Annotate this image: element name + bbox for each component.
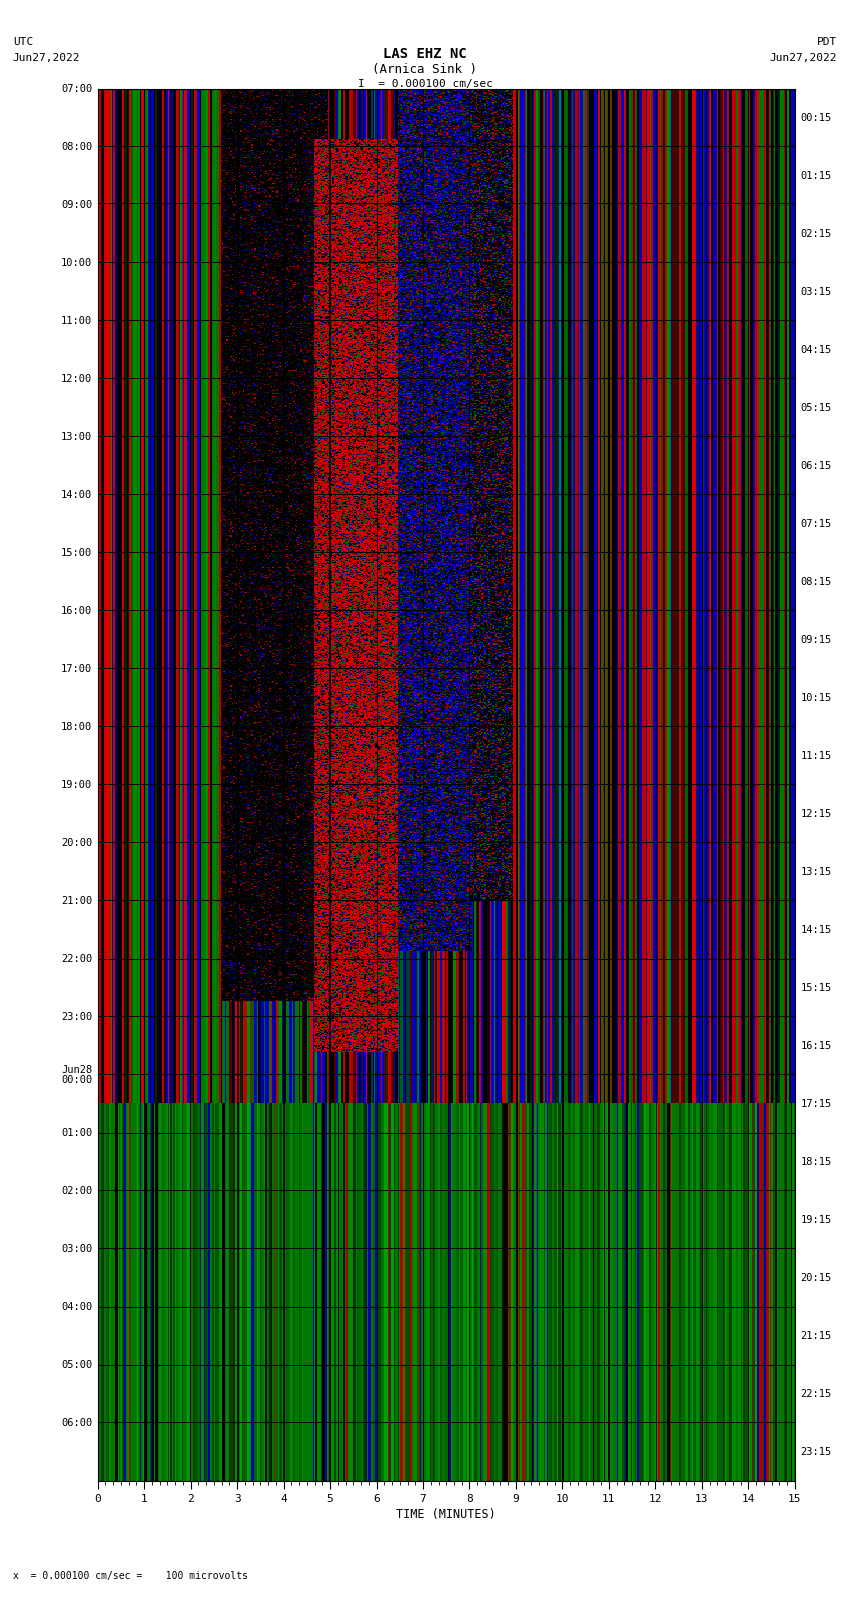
Text: 20:00: 20:00 xyxy=(61,837,92,848)
Text: 11:15: 11:15 xyxy=(801,750,831,761)
Text: 23:15: 23:15 xyxy=(801,1447,831,1457)
Text: 23:00: 23:00 xyxy=(61,1011,92,1021)
Text: 22:00: 22:00 xyxy=(61,953,92,963)
X-axis label: TIME (MINUTES): TIME (MINUTES) xyxy=(396,1508,496,1521)
Text: 03:15: 03:15 xyxy=(801,287,831,297)
Text: 19:00: 19:00 xyxy=(61,779,92,790)
Text: PDT: PDT xyxy=(817,37,837,47)
Text: 13:15: 13:15 xyxy=(801,866,831,877)
Text: 04:15: 04:15 xyxy=(801,345,831,355)
Text: LAS EHZ NC: LAS EHZ NC xyxy=(383,47,467,61)
Text: 17:00: 17:00 xyxy=(61,663,92,674)
Text: Jun27,2022: Jun27,2022 xyxy=(770,53,837,63)
Text: 16:00: 16:00 xyxy=(61,606,92,616)
Text: 14:00: 14:00 xyxy=(61,490,92,500)
Text: 12:15: 12:15 xyxy=(801,808,831,819)
Text: 04:00: 04:00 xyxy=(61,1302,92,1311)
Text: (Arnica Sink ): (Arnica Sink ) xyxy=(372,63,478,76)
Text: 11:00: 11:00 xyxy=(61,316,92,326)
Text: Jun28: Jun28 xyxy=(61,1065,92,1074)
Text: 07:00: 07:00 xyxy=(61,84,92,94)
Text: 09:15: 09:15 xyxy=(801,636,831,645)
Text: 05:00: 05:00 xyxy=(61,1360,92,1369)
Text: I  = 0.000100 cm/sec: I = 0.000100 cm/sec xyxy=(358,79,492,89)
Text: 13:00: 13:00 xyxy=(61,432,92,442)
Text: 03:00: 03:00 xyxy=(61,1244,92,1253)
Text: 15:15: 15:15 xyxy=(801,982,831,992)
Text: Jun27,2022: Jun27,2022 xyxy=(13,53,80,63)
Text: 00:00: 00:00 xyxy=(61,1074,92,1084)
Text: 21:15: 21:15 xyxy=(801,1331,831,1340)
Text: 09:00: 09:00 xyxy=(61,200,92,210)
Text: 10:00: 10:00 xyxy=(61,258,92,268)
Text: 18:15: 18:15 xyxy=(801,1157,831,1166)
Text: 06:00: 06:00 xyxy=(61,1418,92,1428)
Text: 08:00: 08:00 xyxy=(61,142,92,152)
Text: 01:15: 01:15 xyxy=(801,171,831,181)
Text: 10:15: 10:15 xyxy=(801,692,831,703)
Text: 20:15: 20:15 xyxy=(801,1273,831,1282)
Text: 15:00: 15:00 xyxy=(61,548,92,558)
Text: 17:15: 17:15 xyxy=(801,1098,831,1108)
Text: 16:15: 16:15 xyxy=(801,1040,831,1050)
Text: 14:15: 14:15 xyxy=(801,924,831,934)
Text: 06:15: 06:15 xyxy=(801,461,831,471)
Text: 02:15: 02:15 xyxy=(801,229,831,239)
Text: 18:00: 18:00 xyxy=(61,721,92,732)
Text: x  = 0.000100 cm/sec =    100 microvolts: x = 0.000100 cm/sec = 100 microvolts xyxy=(13,1571,247,1581)
Text: 00:15: 00:15 xyxy=(801,113,831,123)
Text: 22:15: 22:15 xyxy=(801,1389,831,1398)
Text: 21:00: 21:00 xyxy=(61,895,92,907)
Text: 19:15: 19:15 xyxy=(801,1215,831,1224)
Text: UTC: UTC xyxy=(13,37,33,47)
Text: 02:00: 02:00 xyxy=(61,1186,92,1195)
Text: 07:15: 07:15 xyxy=(801,519,831,529)
Text: 12:00: 12:00 xyxy=(61,374,92,384)
Text: 01:00: 01:00 xyxy=(61,1127,92,1137)
Text: 08:15: 08:15 xyxy=(801,577,831,587)
Text: 05:15: 05:15 xyxy=(801,403,831,413)
